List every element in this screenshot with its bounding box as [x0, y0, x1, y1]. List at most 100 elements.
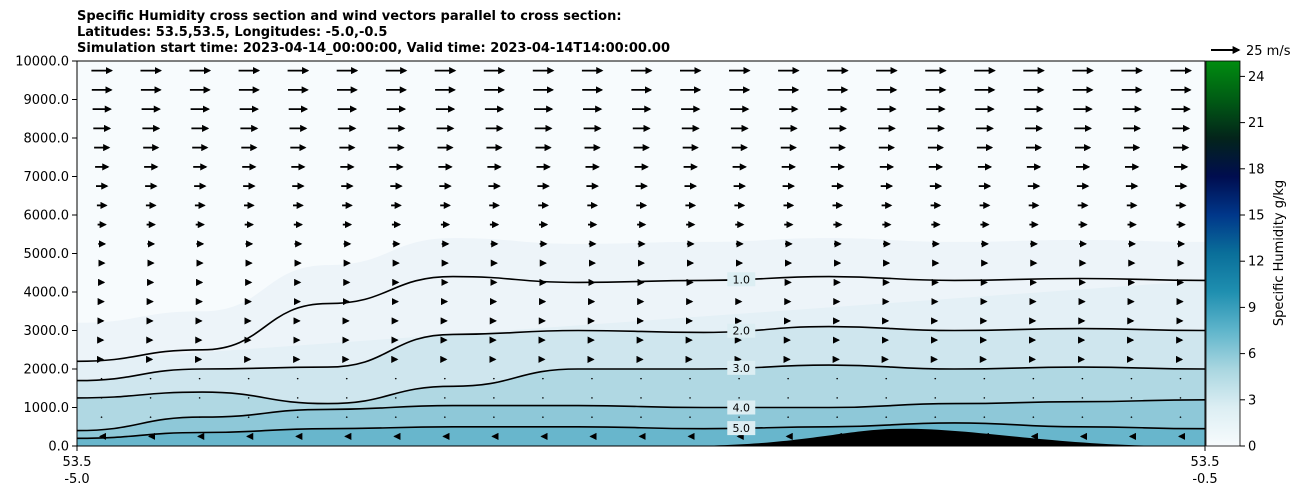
contour-label-5.0: 5.0 [733, 422, 751, 435]
y-tick-label: 3000.0 [24, 324, 70, 339]
colorbar-tick-label: 9 [1248, 301, 1256, 316]
y-axis: 0.0 1000.0 2000.0 3000.0 4000.0 5000.0 6000.0 7… [15, 55, 77, 455]
plot-area [77, 61, 1205, 446]
wind-vector [640, 397, 642, 399]
wind-vector [394, 377, 397, 380]
wind-vector [1130, 397, 1133, 399]
wind-vector [738, 377, 740, 380]
wind-vector [885, 397, 888, 399]
colorbar: 0 3 6 9 12 15 18 21 24 Specific Humidity g/kg [1205, 60, 1287, 455]
colorbar-gradient [1205, 60, 1241, 447]
contour-label-bg-4.0 [727, 400, 756, 415]
y-tick-label: 7000.0 [24, 170, 70, 185]
wind-vector [345, 377, 348, 380]
wind-vector [149, 397, 152, 399]
wind-vector [885, 377, 888, 380]
quiver-key-label: 25 m/s [1246, 44, 1291, 59]
terrain-ridge [678, 428, 1180, 446]
contour-line-1.0 [77, 275, 1205, 363]
colorbar-label: Specific Humidity g/kg [1272, 180, 1287, 326]
wind-vector [493, 397, 495, 399]
contour-lines [77, 275, 1205, 440]
contour-label-3.0: 3.0 [733, 362, 751, 375]
wind-vector [934, 377, 937, 380]
contour-line-5.0 [77, 422, 1205, 440]
title-line-3: Simulation start time: 2023-04-14_00:00:… [77, 41, 670, 56]
contour-line-2.0 [77, 325, 1205, 382]
y-tick-label: 1000.0 [24, 401, 70, 416]
wind-vector [247, 397, 250, 399]
contour-label-bg-1.0 [727, 272, 756, 287]
wind-vector [836, 416, 838, 418]
x-tick-lon: -5.0 [64, 472, 89, 487]
wind-vector [1130, 377, 1133, 380]
wind-vector [149, 416, 152, 418]
wind-vector [542, 397, 544, 399]
y-tick-label: 4000.0 [24, 286, 70, 301]
wind-vector [1032, 416, 1035, 418]
wind-vector [542, 377, 544, 380]
wind-vector [198, 416, 201, 418]
wind-vector [1081, 397, 1084, 399]
y-tick-label: 2000.0 [24, 363, 70, 378]
wind-vector [345, 397, 348, 399]
title-line-1: Specific Humidity cross section and wind… [77, 9, 622, 24]
y-tick-label: 0.0 [48, 440, 69, 455]
contour-label-bg-2.0 [727, 323, 756, 338]
wind-vector [345, 416, 348, 418]
wind-vector [738, 397, 740, 399]
wind-vector [444, 397, 446, 399]
wind-vector [836, 397, 838, 399]
wind-vector [100, 416, 103, 418]
wind-vector [198, 397, 201, 399]
colorbar-tick-label: 21 [1248, 116, 1265, 131]
chart-title: Specific Humidity cross section and wind… [77, 9, 670, 56]
wind-vector [493, 377, 495, 380]
colorbar-tick-label: 3 [1248, 393, 1256, 408]
wind-vector [787, 377, 789, 380]
wind-vector [444, 377, 446, 380]
wind-vector [1032, 397, 1035, 399]
wind-vector [689, 377, 691, 380]
x-tick-lat: 53.5 [1191, 455, 1220, 470]
wind-vector [394, 416, 397, 418]
wind-vector [1179, 377, 1182, 380]
title-line-2: Latitudes: 53.5,53.5, Longitudes: -5.0,-… [77, 25, 387, 40]
wind-vector [1130, 416, 1133, 418]
wind-vector [394, 397, 397, 399]
wind-vector [1081, 416, 1084, 418]
wind-vector [983, 416, 986, 418]
wind-vector [689, 416, 691, 418]
wind-vector [247, 377, 250, 380]
contour-labels: 1.0 2.0 3.0 4.0 5.0 [727, 272, 756, 436]
colorbar-tick-label: 15 [1248, 209, 1265, 224]
contour-line-4.0 [77, 399, 1205, 432]
x-tick-lat: 53.5 [63, 455, 92, 470]
wind-vector [885, 416, 888, 418]
wind-vector [591, 416, 593, 418]
contour-label-1.0: 1.0 [733, 273, 751, 286]
wind-vector [296, 377, 299, 380]
wind-vector [689, 397, 691, 399]
wind-vector [934, 397, 937, 399]
wind-vector [198, 377, 201, 380]
colorbar-ticks: 0 3 6 9 12 15 18 21 24 [1240, 70, 1265, 455]
wind-vector [542, 416, 544, 418]
contour-label-4.0: 4.0 [733, 402, 751, 415]
colorbar-tick-label: 6 [1248, 347, 1256, 362]
wind-vector [296, 416, 299, 418]
wind-vector [591, 377, 593, 380]
wind-vector [100, 377, 103, 380]
wind-vector [640, 416, 642, 418]
wind-vector [444, 416, 446, 418]
wind-vector [296, 397, 299, 399]
y-tick-label: 10000.0 [15, 55, 69, 70]
wind-vector [836, 377, 838, 380]
contour-label-bg-5.0 [727, 421, 756, 436]
wind-vector [983, 397, 986, 399]
contour-label-bg-3.0 [727, 360, 756, 375]
x-tick-lon: -0.5 [1192, 472, 1217, 487]
terrain-layer [678, 428, 1180, 446]
y-tick-label: 5000.0 [24, 247, 70, 262]
